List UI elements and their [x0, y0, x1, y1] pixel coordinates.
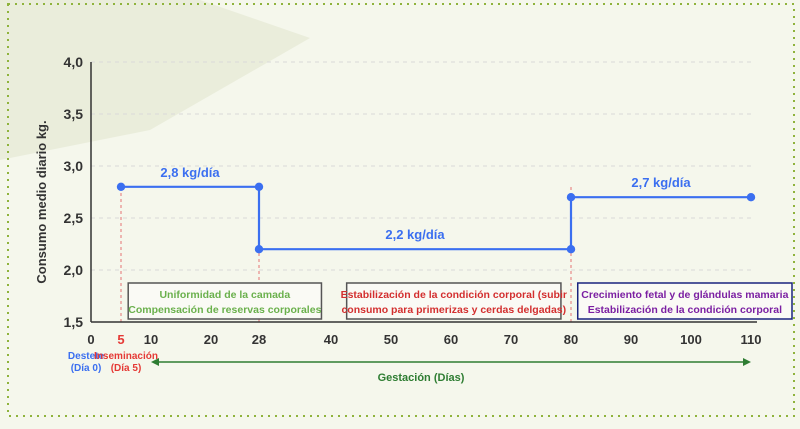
y-tick-label: 3,5 [64, 106, 84, 122]
y-tick-label: 1,5 [64, 314, 84, 330]
value-label: 2,2 kg/día [385, 227, 445, 242]
event-label: Inseminación [94, 351, 158, 362]
dotted-frame [7, 3, 795, 417]
x-tick-label: 28 [252, 332, 266, 347]
x-tick-label: 100 [680, 332, 702, 347]
axes: 4,0 3,5 3,0 2,5 2,0 1,5 Consumo medio diario k… [34, 54, 761, 347]
series [116, 182, 756, 254]
x-tick-label: 70 [504, 332, 518, 347]
y-axis-title: Consumo medio diario kg. [34, 120, 49, 283]
arrow-head-left [151, 358, 159, 366]
x-tick-label: 60 [444, 332, 458, 347]
y-tick-label: 3,0 [64, 158, 84, 174]
y-tick-label: 2,5 [64, 210, 84, 226]
phase-text: Uniformidad de la camada [159, 289, 290, 301]
data-point [254, 245, 264, 254]
phase-text: Estabilización de la condición corporal … [341, 289, 567, 301]
x-tick-label: 50 [384, 332, 398, 347]
x-tick-label: 20 [204, 332, 218, 347]
x-tick-label: 80 [564, 332, 578, 347]
phase-box [576, 282, 793, 320]
series-line [121, 185, 751, 251]
reference-lines [120, 186, 572, 322]
data-point [566, 245, 576, 254]
data-point [116, 182, 126, 191]
x-tick-label: 0 [87, 332, 94, 347]
phase-box [345, 282, 562, 320]
phase-text: Crecimiento fetal y de glándulas mamaria [581, 289, 788, 301]
phase-text: consumo para primerizas y cerdas delgada… [341, 304, 566, 316]
phase-text: Estabilización de la condición corporal [588, 304, 782, 316]
x-axis-title: Gestación (Días) [378, 372, 465, 384]
event-label: (Día 5) [111, 363, 142, 374]
background-decoration [0, 0, 795, 417]
phase-text: Compensación de reservas corporales [128, 304, 321, 316]
x-tick-label: 5 [117, 332, 124, 347]
x-tick-label: 110 [741, 332, 762, 347]
data-point [566, 193, 576, 202]
value-label: 2,7 kg/día [631, 175, 691, 190]
arrow-head-right [743, 358, 751, 366]
event-label: (Día 0) [71, 363, 102, 374]
data-point [746, 193, 756, 202]
phase-box [127, 282, 323, 320]
phase-boxes: Uniformidad de la camada Compensación de … [127, 282, 793, 320]
x-tick-label: 90 [624, 332, 638, 347]
y-tick-label: 4,0 [64, 54, 84, 70]
grid [91, 61, 751, 271]
x-tick-label: 40 [324, 332, 338, 347]
value-label: 2,8 kg/día [160, 165, 220, 180]
background-triangle [0, 0, 310, 160]
y-tick-label: 2,0 [64, 262, 84, 278]
event-label: Destete [68, 351, 105, 362]
data-point [254, 182, 264, 191]
x-tick-label: 10 [144, 332, 158, 347]
